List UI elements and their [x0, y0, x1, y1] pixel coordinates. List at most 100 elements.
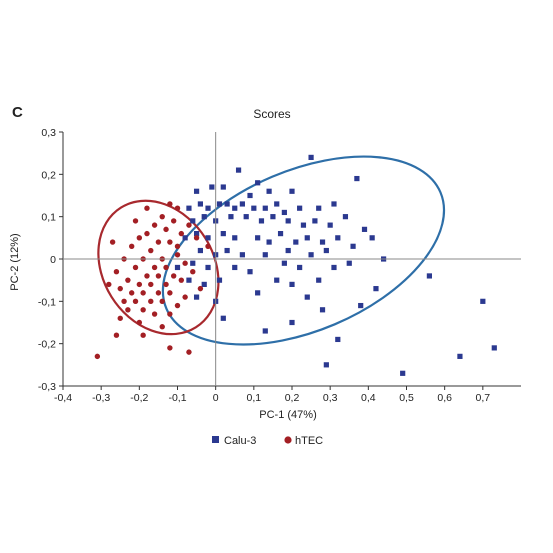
point-calu-3 [289, 281, 295, 287]
point-calu-3 [457, 353, 463, 359]
point-calu-3 [354, 175, 360, 182]
point-calu-3 [289, 188, 295, 194]
point-htec [167, 345, 173, 351]
y-axis-title: PC-2 (12%) [9, 233, 21, 290]
point-calu-3 [255, 290, 261, 296]
point-calu-3 [247, 192, 253, 199]
point-htec [155, 290, 162, 296]
point-calu-3 [197, 247, 203, 254]
point-calu-3 [346, 260, 352, 266]
point-calu-3 [224, 247, 230, 254]
point-calu-3 [266, 239, 272, 245]
point-calu-3 [304, 235, 310, 241]
x-tick-label: 0,2 [285, 392, 300, 404]
legend: Calu-3 hTEC [212, 435, 323, 447]
point-calu-3 [232, 235, 238, 241]
point-htec [193, 235, 200, 241]
point-htec [155, 273, 162, 279]
point-htec [113, 269, 120, 275]
x-tick-label: 0 [213, 392, 219, 404]
x-tick-label: 0,3 [323, 392, 338, 404]
point-calu-3 [220, 184, 226, 190]
point-calu-3 [270, 214, 276, 220]
point-calu-3 [220, 231, 226, 237]
point-calu-3 [174, 264, 181, 271]
point-calu-3 [285, 247, 291, 254]
point-htec [148, 247, 154, 254]
y-tick-label: 0,3 [41, 127, 56, 139]
point-htec [186, 222, 192, 228]
point-calu-3 [373, 286, 379, 292]
confidence-ellipses [97, 155, 446, 346]
point-htec [197, 285, 204, 292]
point-calu-3 [232, 264, 238, 271]
point-calu-3 [258, 218, 265, 224]
point-htec [182, 260, 188, 266]
point-calu-3 [247, 269, 253, 275]
point-calu-3 [277, 231, 284, 237]
point-htec [170, 218, 177, 224]
point-calu-3 [274, 201, 280, 207]
point-htec [178, 230, 185, 237]
legend-label-calu-3: Calu-3 [224, 435, 256, 447]
point-htec [174, 205, 181, 211]
point-calu-3 [358, 302, 364, 309]
point-htec [106, 281, 112, 288]
x-tick-label: 0,6 [437, 392, 452, 404]
point-calu-3 [201, 214, 207, 220]
point-htec [132, 264, 139, 271]
point-calu-3 [262, 328, 268, 334]
point-htec [170, 273, 177, 279]
point-calu-3 [491, 345, 497, 351]
point-htec [174, 302, 181, 309]
point-calu-3 [262, 252, 268, 258]
point-htec [109, 239, 116, 245]
point-htec [151, 311, 158, 317]
point-htec [144, 230, 150, 237]
chart-title: Scores [253, 107, 290, 121]
x-tick-label: 0,7 [476, 392, 491, 404]
point-calu-3 [281, 209, 287, 216]
point-htec [205, 243, 211, 249]
point-calu-3 [255, 235, 261, 241]
point-calu-3 [205, 205, 211, 211]
point-htec [174, 252, 181, 258]
panel-label: C [12, 104, 23, 121]
point-calu-3 [335, 235, 341, 241]
point-htec [190, 269, 196, 275]
point-calu-3 [335, 336, 341, 343]
x-tick-label: 0,4 [361, 392, 376, 404]
point-calu-3 [312, 218, 318, 224]
point-calu-3 [205, 235, 211, 241]
y-tick-label: -0,2 [38, 339, 56, 351]
point-htec [144, 273, 150, 279]
point-calu-3 [297, 205, 303, 211]
point-htec [136, 319, 143, 326]
point-htec [136, 235, 143, 241]
point-htec [159, 298, 165, 305]
point-htec [140, 332, 146, 338]
point-htec [151, 264, 158, 271]
point-calu-3 [319, 307, 326, 313]
point-calu-3 [251, 205, 257, 211]
point-calu-3 [316, 277, 322, 283]
point-calu-3 [216, 201, 223, 207]
point-htec [113, 332, 120, 338]
point-htec [174, 243, 181, 249]
point-htec [182, 294, 188, 300]
point-htec [148, 298, 154, 305]
point-calu-3 [308, 252, 314, 258]
y-axis-ticks: -0,3 -0,2 -0,1 0 0,1 0,2 0,3 [38, 127, 63, 393]
point-calu-3 [323, 362, 329, 368]
point-calu-3 [186, 277, 192, 283]
point-htec [186, 349, 192, 355]
legend-label-htec: hTEC [295, 435, 323, 447]
point-calu-3 [190, 218, 196, 224]
x-tick-label: 0,5 [399, 392, 414, 404]
point-calu-3 [289, 319, 295, 326]
x-tick-label: -0,2 [130, 392, 148, 404]
point-calu-3 [266, 188, 272, 194]
ellipse-calu-3 [161, 155, 446, 346]
point-calu-3 [293, 239, 299, 245]
y-tick-label: 0,1 [41, 212, 56, 224]
